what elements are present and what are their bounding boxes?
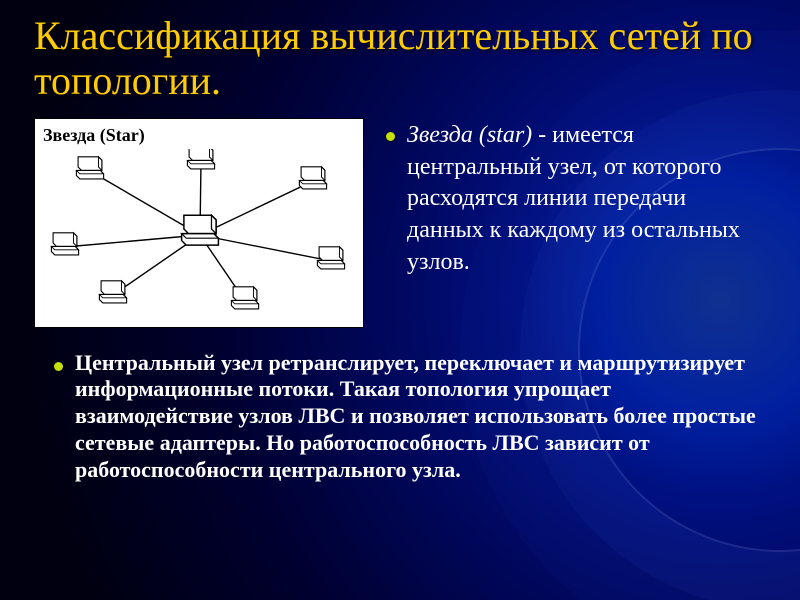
bullet-text: Центральный узел ретранслирует, переключ… — [75, 350, 756, 484]
diagram-label: Звезда (Star) — [43, 125, 355, 146]
bullet-item: Центральный узел ретранслирует, переключ… — [54, 350, 756, 484]
bullet-dot-icon — [386, 132, 395, 141]
content-row: Звезда (Star) Звезда (star) - имеется це… — [34, 118, 766, 328]
bullet-dot-icon — [54, 362, 63, 371]
slide: Классификация вычислительных сетей по то… — [0, 0, 800, 600]
star-topology-svg — [35, 149, 365, 327]
bullet-list-top: Звезда (star) - имеется центральный узел… — [386, 118, 766, 280]
bullet-list-bottom: Центральный узел ретранслирует, переключ… — [34, 350, 766, 484]
topology-diagram: Звезда (Star) — [34, 118, 364, 328]
slide-title: Классификация вычислительных сетей по то… — [34, 14, 766, 104]
bullet-item: Звезда (star) - имеется центральный узел… — [386, 120, 762, 280]
bullet-text: Звезда (star) - имеется центральный узел… — [407, 120, 762, 280]
